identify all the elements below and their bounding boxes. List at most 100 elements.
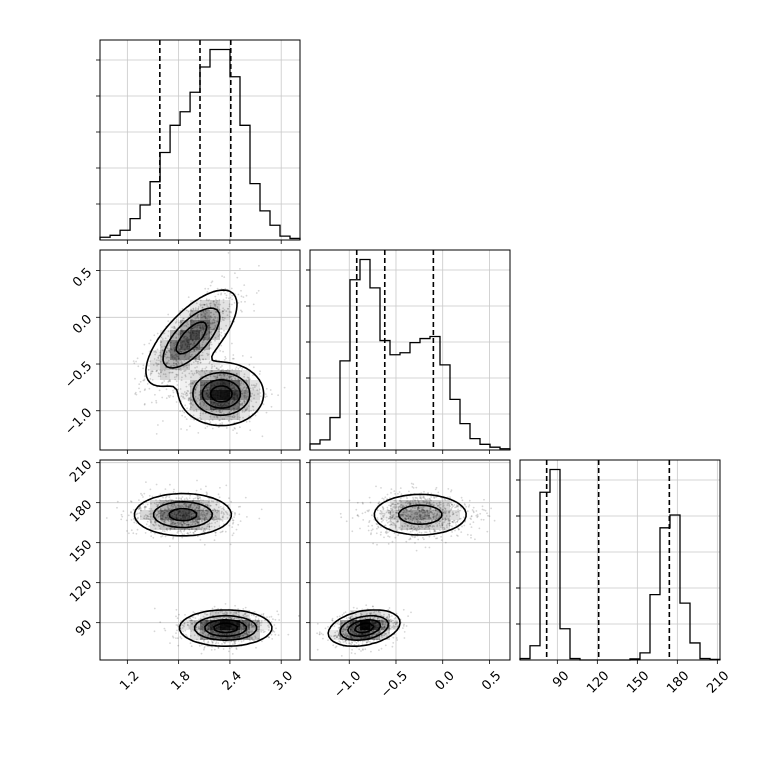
density-cell xyxy=(200,300,210,310)
scatter-point xyxy=(391,521,394,524)
scatter-point xyxy=(466,533,469,536)
scatter-point xyxy=(169,371,172,374)
scatter-point xyxy=(188,364,190,366)
density-cell xyxy=(250,390,260,400)
scatter-point xyxy=(438,522,441,525)
scatter-point xyxy=(228,382,231,385)
scatter-point xyxy=(209,371,211,374)
scatter-point xyxy=(371,524,373,527)
scatter-point xyxy=(242,416,244,419)
scatter-point xyxy=(393,503,396,506)
scatter-point xyxy=(201,384,204,386)
scatter-point xyxy=(198,507,200,510)
density-cell xyxy=(190,510,200,520)
scatter-point xyxy=(220,293,222,296)
scatter-point xyxy=(183,522,186,525)
scatter-point xyxy=(451,511,454,514)
scatter-point xyxy=(241,409,244,412)
scatter-point xyxy=(376,543,378,546)
density-cell xyxy=(180,330,190,340)
scatter-point xyxy=(234,378,237,381)
scatter-point xyxy=(225,310,228,313)
scatter-point xyxy=(181,344,184,347)
scatter-point xyxy=(195,330,198,332)
scatter-point xyxy=(233,391,236,394)
scatter-point xyxy=(172,523,175,526)
density-cell xyxy=(240,610,250,620)
scatter-point xyxy=(409,518,412,520)
scatter-point xyxy=(214,642,217,645)
scatter-point xyxy=(181,343,184,346)
scatter-point xyxy=(217,612,220,614)
scatter-point xyxy=(167,359,170,362)
scatter-point xyxy=(216,300,218,302)
scatter-point xyxy=(188,516,191,518)
scatter-point xyxy=(212,409,215,411)
scatter-point xyxy=(149,378,152,380)
scatter-point xyxy=(202,358,204,360)
scatter-point xyxy=(364,511,367,514)
scatter-point xyxy=(187,331,190,333)
scatter-point xyxy=(183,338,186,341)
scatter-point xyxy=(210,629,212,632)
scatter-point xyxy=(262,629,264,632)
scatter-point xyxy=(208,302,211,305)
scatter-point xyxy=(207,308,210,311)
density-cell xyxy=(370,630,380,640)
scatter-point xyxy=(196,347,199,349)
scatter-point xyxy=(457,527,459,530)
scatter-point xyxy=(192,361,195,364)
scatter-point xyxy=(172,537,174,540)
scatter-point xyxy=(195,529,198,531)
scatter-point xyxy=(199,324,201,327)
scatter-point xyxy=(233,399,236,402)
scatter-point xyxy=(232,519,235,522)
scatter-point xyxy=(226,404,228,407)
scatter-point xyxy=(196,519,199,521)
scatter-point xyxy=(206,291,209,293)
scatter-point xyxy=(192,381,194,384)
density-cell xyxy=(260,620,270,630)
scatter-point xyxy=(181,536,184,539)
scatter-point xyxy=(208,361,211,363)
scatter-point xyxy=(228,629,231,631)
scatter-point xyxy=(399,487,402,489)
scatter-point xyxy=(341,614,344,616)
scatter-point xyxy=(217,636,219,639)
scatter-point xyxy=(217,517,220,520)
scatter-point xyxy=(236,395,238,397)
scatter-point xyxy=(193,341,195,344)
scatter-point xyxy=(270,405,273,408)
scatter-point xyxy=(333,625,336,628)
scatter-point xyxy=(165,397,168,400)
scatter-point xyxy=(380,511,383,513)
density-cell xyxy=(410,520,420,530)
scatter-point xyxy=(225,389,228,392)
scatter-point xyxy=(175,615,177,618)
scatter-point xyxy=(209,504,212,507)
scatter-point xyxy=(180,395,183,397)
scatter-point xyxy=(177,530,180,533)
scatter-point xyxy=(171,499,173,501)
scatter-point xyxy=(175,401,178,403)
scatter-point xyxy=(244,613,246,615)
scatter-point xyxy=(456,514,458,517)
scatter-point xyxy=(188,397,191,400)
scatter-point xyxy=(209,401,212,403)
scatter-point xyxy=(221,418,224,421)
scatter-point xyxy=(227,376,230,378)
scatter-point xyxy=(180,346,183,349)
scatter-point xyxy=(188,392,191,395)
scatter-point xyxy=(181,627,184,629)
scatter-point xyxy=(205,393,208,396)
scatter-point xyxy=(236,432,238,435)
scatter-point xyxy=(431,525,434,528)
scatter-point xyxy=(244,409,247,412)
scatter-point xyxy=(250,395,252,398)
scatter-point xyxy=(216,367,218,370)
scatter-point xyxy=(457,510,459,513)
scatter-point xyxy=(194,392,197,394)
scatter-point xyxy=(163,511,166,514)
scatter-point xyxy=(231,387,234,390)
scatter-point xyxy=(230,500,233,503)
